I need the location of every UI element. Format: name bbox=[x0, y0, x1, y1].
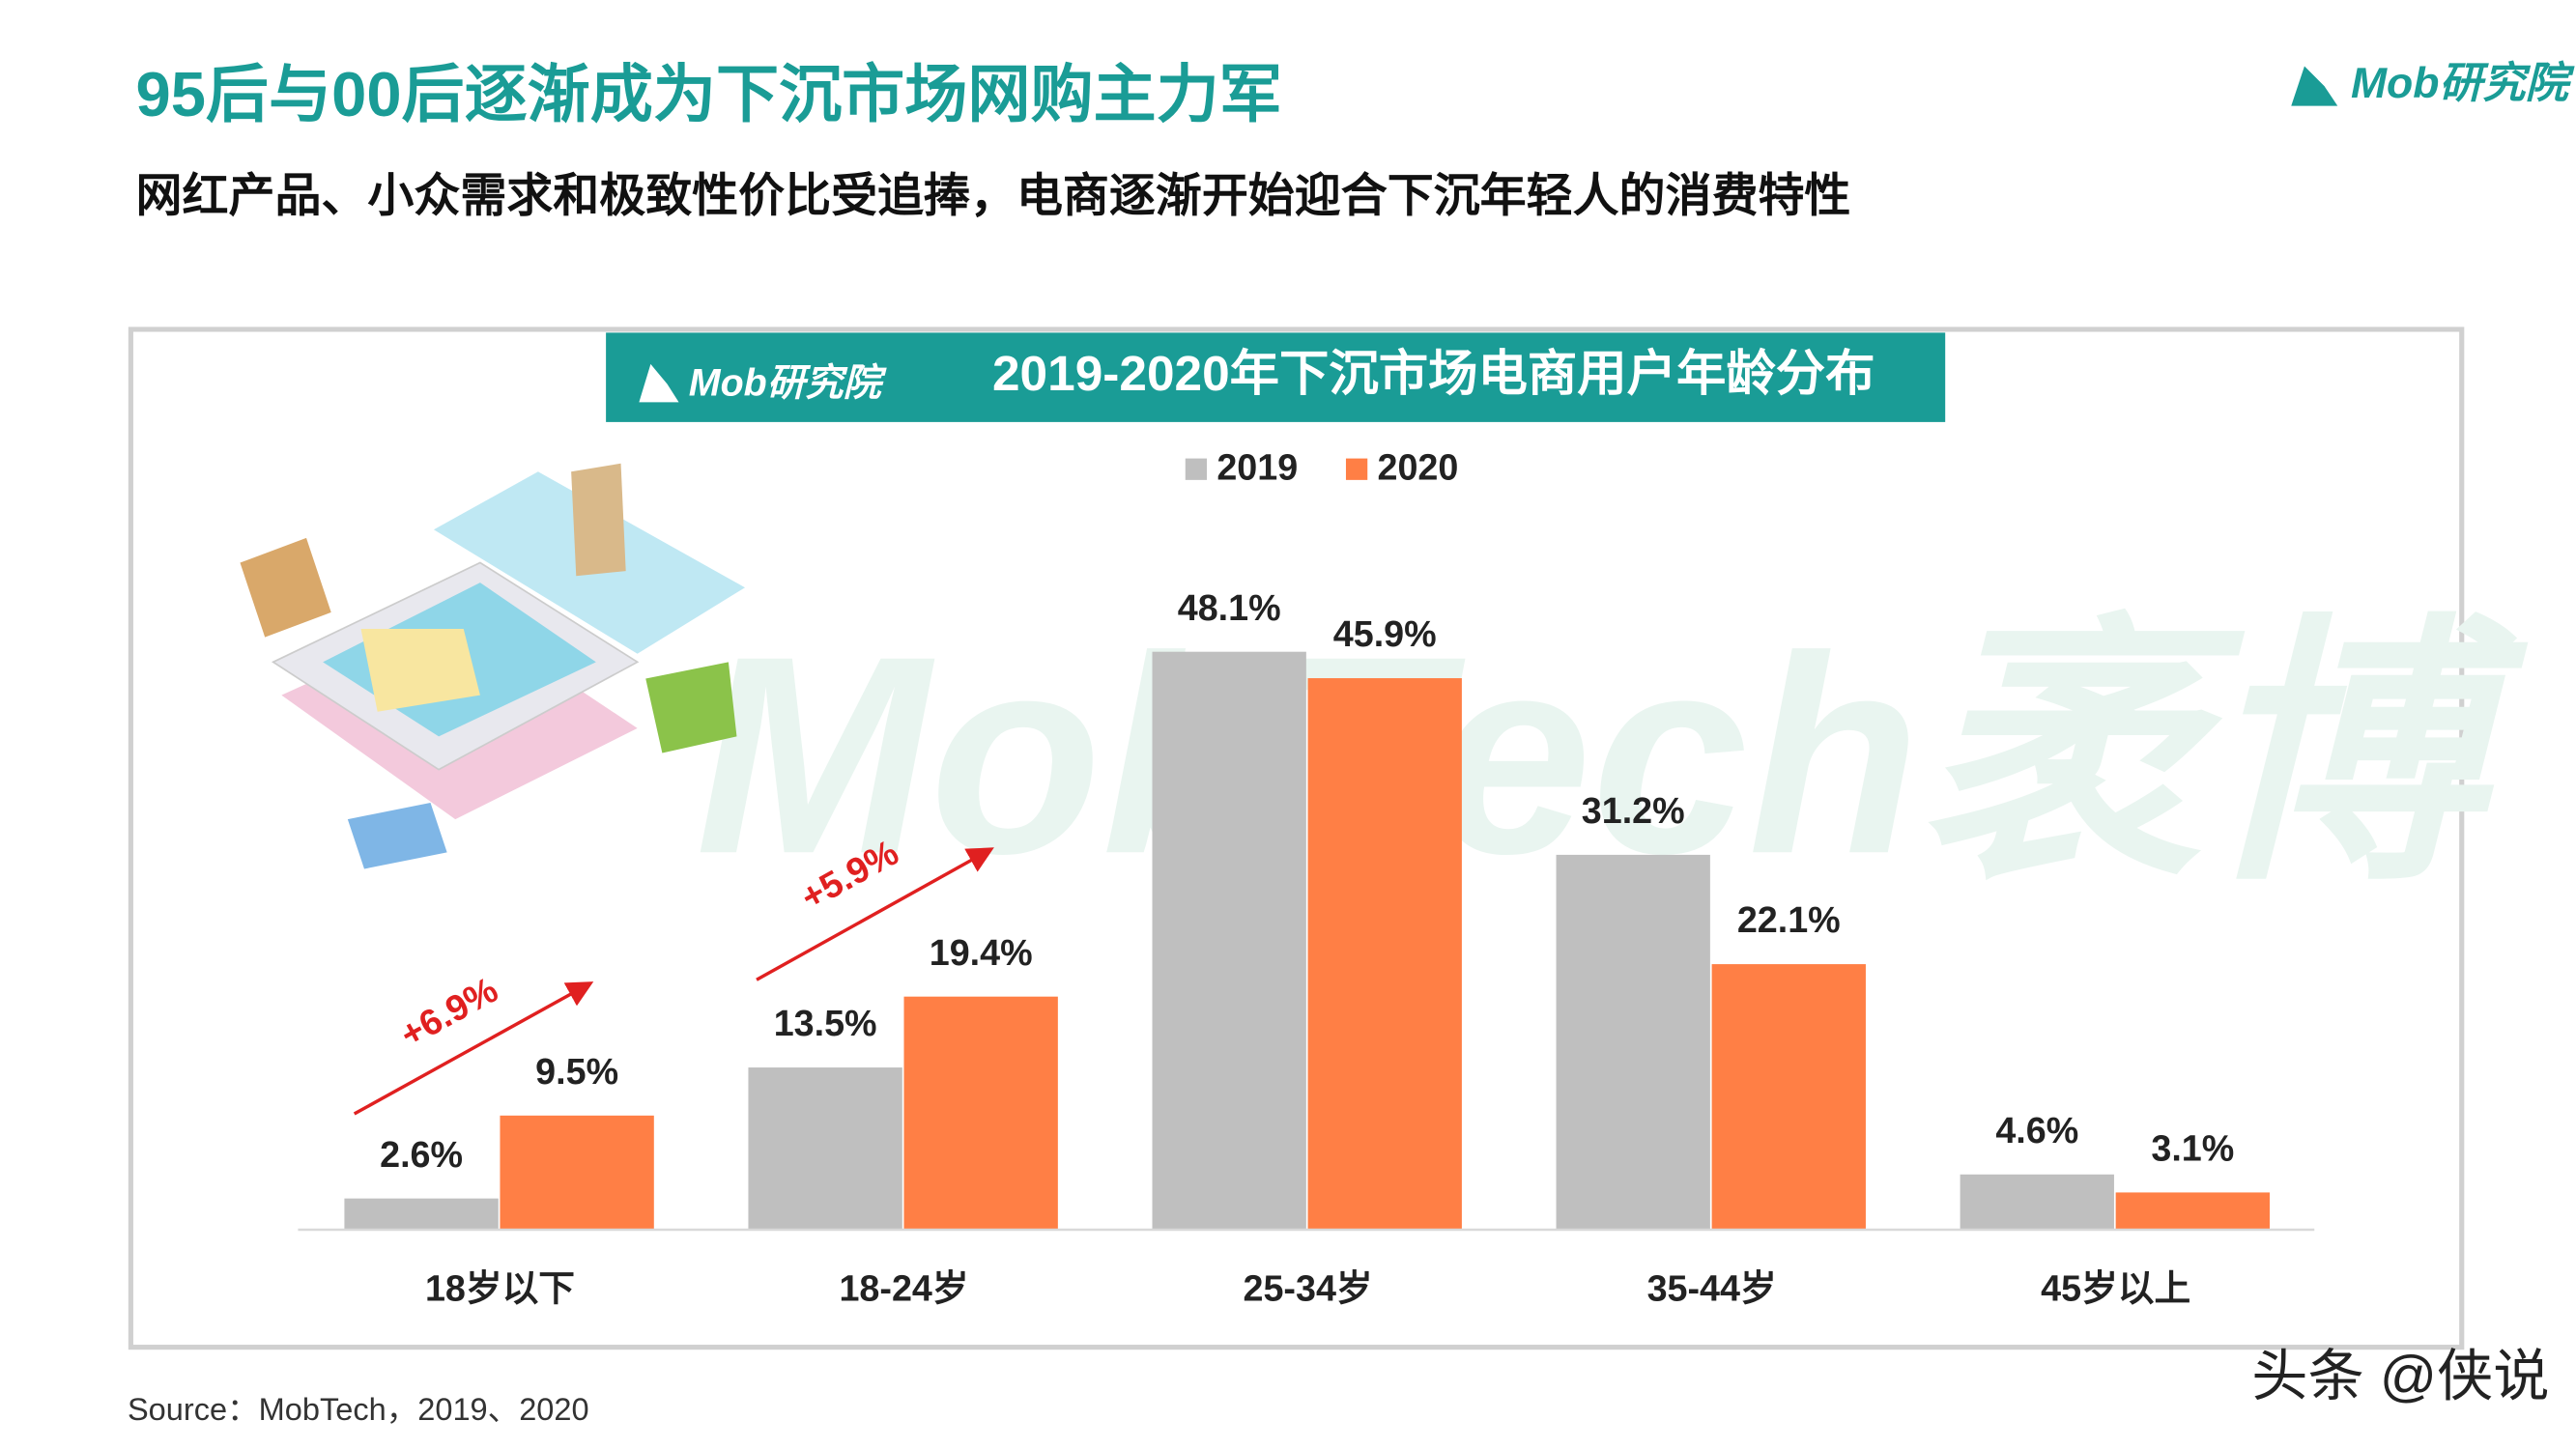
illus-card bbox=[347, 802, 447, 869]
illus-shop bbox=[360, 629, 480, 712]
banner-logo-icon bbox=[639, 363, 679, 403]
bar bbox=[1711, 964, 1866, 1230]
logo-icon bbox=[2291, 66, 2338, 106]
x-tick-label: 18-24岁 bbox=[839, 1267, 968, 1308]
legend-swatch bbox=[1345, 458, 1368, 480]
chart-frame bbox=[128, 327, 2465, 1350]
illustration bbox=[240, 463, 746, 869]
source: Source：MobTech，2019、2020 bbox=[128, 1392, 589, 1427]
x-tick-label: 45岁以上 bbox=[2041, 1267, 2190, 1308]
illus-bag bbox=[571, 463, 626, 577]
logo-text: Mob研究院 bbox=[2351, 60, 2576, 107]
value-label: 48.1% bbox=[1178, 587, 1281, 628]
value-label: 2.6% bbox=[380, 1134, 463, 1175]
value-label: 13.5% bbox=[774, 1003, 877, 1043]
legend-label: 2020 bbox=[1378, 447, 1459, 488]
value-label: 19.4% bbox=[930, 932, 1033, 973]
x-tick-label: 18岁以下 bbox=[425, 1267, 575, 1308]
value-label: 45.9% bbox=[1333, 613, 1437, 654]
bar bbox=[1152, 651, 1306, 1230]
banner-logo: Mob研究院 bbox=[689, 362, 888, 405]
value-label: 3.1% bbox=[2151, 1128, 2234, 1169]
x-tick-label: 25-34岁 bbox=[1244, 1267, 1373, 1308]
annotation: +6.9% bbox=[393, 969, 504, 1055]
value-label: 22.1% bbox=[1737, 899, 1841, 940]
chart-title: 2019-2020年下沉市场电商用户年龄分布 bbox=[992, 345, 1875, 401]
page-subtitle: 网红产品、小众需求和极致性价比受追捧，电商逐渐开始迎合下沉年轻人的消费特性 bbox=[136, 170, 1851, 221]
bar bbox=[2115, 1192, 2270, 1230]
page-title: 95后与00后逐渐成为下沉市场网购主力军 bbox=[136, 59, 1282, 129]
bar bbox=[748, 1067, 902, 1230]
trend-arrow bbox=[756, 847, 994, 981]
illus-box bbox=[240, 537, 331, 638]
bar bbox=[344, 1198, 499, 1230]
bar bbox=[1960, 1174, 2114, 1230]
legend-label: 2019 bbox=[1216, 447, 1298, 488]
bar bbox=[500, 1115, 654, 1230]
legend-swatch bbox=[1185, 458, 1208, 480]
bar bbox=[903, 996, 1058, 1230]
chart-title-banner bbox=[606, 332, 1946, 422]
logo: Mob研究院 bbox=[2291, 60, 2576, 107]
illus-basket bbox=[645, 662, 737, 753]
value-label: 31.2% bbox=[1582, 790, 1685, 831]
bar bbox=[1556, 854, 1710, 1230]
bar bbox=[1307, 678, 1462, 1230]
value-label: 4.6% bbox=[1995, 1110, 2078, 1151]
trend-arrow bbox=[353, 981, 594, 1116]
value-label: 9.5% bbox=[535, 1051, 618, 1092]
footer-watermark: 头条 @侠说 bbox=[2251, 1345, 2549, 1407]
x-tick-label: 35-44岁 bbox=[1647, 1267, 1777, 1308]
